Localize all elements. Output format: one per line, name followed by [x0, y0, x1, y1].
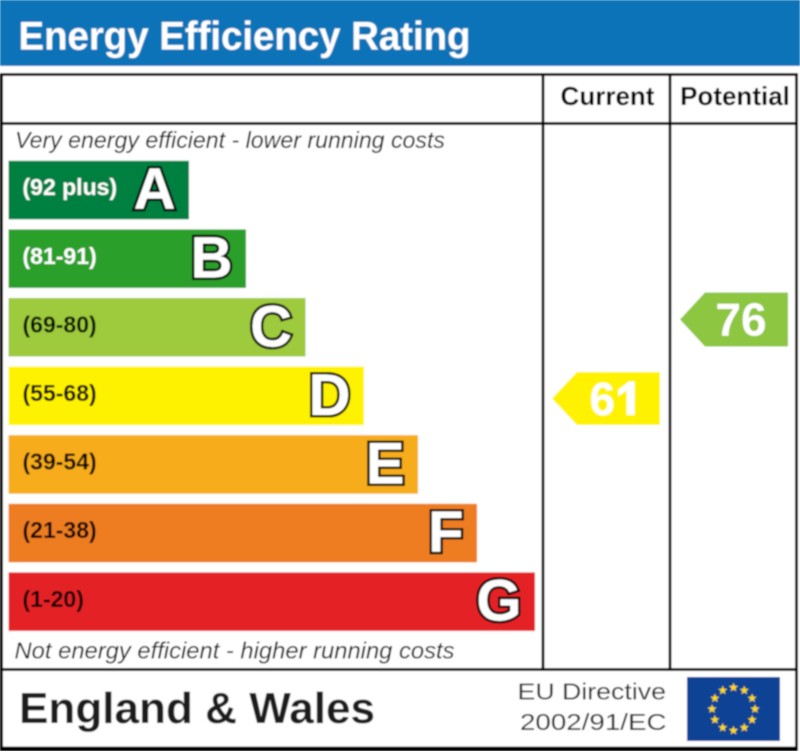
svg-text:A: A: [134, 157, 176, 222]
svg-text:Energy Efficiency Rating: Energy Efficiency Rating: [19, 15, 471, 59]
svg-text:Potential: Potential: [680, 81, 790, 111]
svg-text:F: F: [428, 500, 463, 565]
svg-text:Current: Current: [561, 81, 655, 111]
svg-text:C: C: [250, 294, 292, 359]
svg-text:(81-91): (81-91): [23, 243, 97, 269]
svg-text:Not energy efficient - higher: Not energy efficient - higher running co…: [15, 638, 456, 664]
svg-text:(69-80): (69-80): [23, 311, 97, 337]
svg-text:2002/91/EC: 2002/91/EC: [520, 709, 667, 735]
svg-text:76: 76: [715, 294, 766, 346]
svg-text:6: 6: [590, 373, 616, 425]
svg-text:E: E: [366, 432, 405, 497]
svg-text:(39-54): (39-54): [23, 449, 97, 475]
svg-text:B: B: [191, 226, 233, 291]
svg-text:(21-38): (21-38): [23, 517, 97, 543]
svg-text:Very energy efficient - lower: Very energy efficient - lower running co…: [15, 127, 445, 153]
svg-text:(92 plus): (92 plus): [23, 174, 118, 200]
svg-text:G: G: [476, 569, 521, 634]
svg-text:(55-68): (55-68): [23, 380, 97, 406]
svg-text:EU Directive: EU Directive: [518, 679, 667, 705]
svg-text:D: D: [309, 363, 351, 428]
svg-text:England & Wales: England & Wales: [19, 684, 375, 733]
svg-text:(1-20): (1-20): [23, 586, 84, 612]
